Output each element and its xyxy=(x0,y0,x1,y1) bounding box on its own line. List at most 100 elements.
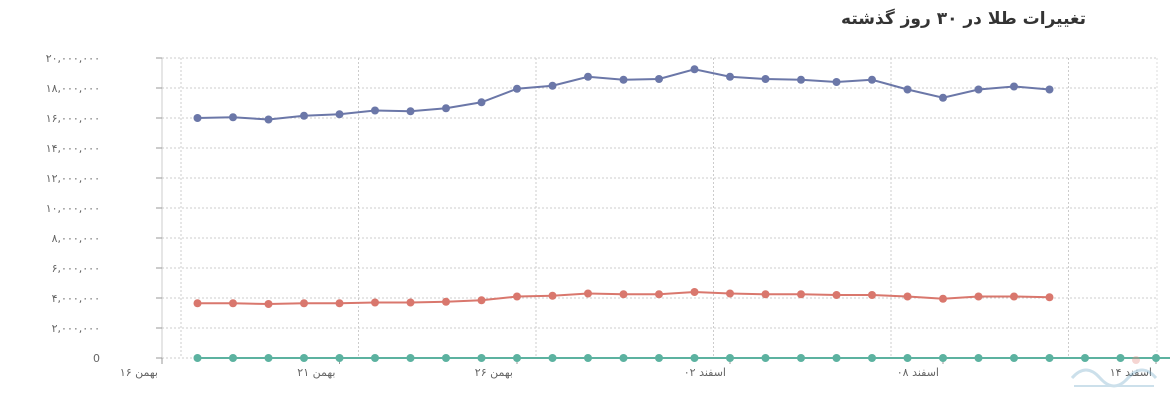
x-tick-label: ۲۱ بهمن xyxy=(297,366,335,379)
data-point[interactable] xyxy=(868,354,876,362)
data-point[interactable] xyxy=(939,354,947,362)
data-point[interactable] xyxy=(548,291,557,300)
data-point[interactable] xyxy=(974,354,983,362)
data-point[interactable] xyxy=(690,354,699,362)
data-point[interactable] xyxy=(513,84,521,93)
data-point[interactable] xyxy=(655,75,663,83)
data-point[interactable] xyxy=(584,354,592,362)
data-point[interactable] xyxy=(832,354,841,362)
data-point[interactable] xyxy=(335,354,344,362)
data-point[interactable] xyxy=(1045,293,1054,302)
chart-title: تغییرات طلا در ۳۰ روز گذشته xyxy=(841,9,1086,29)
data-point[interactable] xyxy=(300,354,308,362)
data-point[interactable] xyxy=(903,292,912,301)
data-point[interactable] xyxy=(1010,354,1018,362)
data-point[interactable] xyxy=(1116,354,1125,362)
data-point[interactable] xyxy=(477,296,486,305)
data-point[interactable] xyxy=(300,111,308,120)
data-point[interactable] xyxy=(619,290,628,299)
data-point[interactable] xyxy=(513,292,521,301)
data-point[interactable] xyxy=(690,65,699,74)
data-point[interactable] xyxy=(619,354,628,362)
y-tick-label: ۱۲,۰۰۰,۰۰۰ xyxy=(46,172,100,185)
data-point[interactable] xyxy=(797,354,805,362)
data-point[interactable] xyxy=(761,290,770,299)
data-point[interactable] xyxy=(939,294,947,303)
y-tick-label: ۶,۰۰۰,۰۰۰ xyxy=(52,262,100,275)
data-point[interactable] xyxy=(761,354,770,362)
data-point[interactable] xyxy=(619,75,628,84)
data-point[interactable] xyxy=(548,81,557,90)
data-point[interactable] xyxy=(1152,354,1160,362)
data-point[interactable] xyxy=(974,85,983,94)
data-point[interactable] xyxy=(371,106,379,115)
y-tick-label: ۱۸,۰۰۰,۰۰۰ xyxy=(46,82,100,95)
x-tick-label: ۰۸ اسفند xyxy=(897,366,939,379)
data-point[interactable] xyxy=(1010,292,1018,301)
data-point[interactable] xyxy=(335,110,344,119)
data-point[interactable] xyxy=(229,354,237,362)
data-point[interactable] xyxy=(477,354,486,362)
y-tick-label: ۱۰,۰۰۰,۰۰۰ xyxy=(46,202,100,215)
y-tick-label: ۱۴,۰۰۰,۰۰۰ xyxy=(46,142,100,155)
data-point[interactable] xyxy=(442,297,450,306)
y-tick-label: ۸,۰۰۰,۰۰۰ xyxy=(52,232,100,245)
y-tick-label: ۴,۰۰۰,۰۰۰ xyxy=(52,292,100,305)
data-point[interactable] xyxy=(797,75,805,84)
data-point[interactable] xyxy=(584,72,592,81)
data-point[interactable] xyxy=(655,290,663,299)
data-point[interactable] xyxy=(584,289,592,298)
data-point[interactable] xyxy=(868,75,876,84)
series-group xyxy=(193,65,1170,362)
watermark-logo-icon xyxy=(1070,356,1158,388)
data-point[interactable] xyxy=(406,354,415,362)
y-tick-label: ۲۰,۰۰۰,۰۰۰ xyxy=(46,52,100,65)
data-point[interactable] xyxy=(406,107,415,116)
y-tick-label: 0 xyxy=(93,352,100,365)
data-point[interactable] xyxy=(513,354,521,362)
data-point[interactable] xyxy=(442,104,450,113)
data-point[interactable] xyxy=(300,299,308,308)
data-point[interactable] xyxy=(1081,354,1089,362)
data-point[interactable] xyxy=(939,93,947,102)
data-point[interactable] xyxy=(1010,82,1018,91)
data-point[interactable] xyxy=(761,75,770,83)
data-point[interactable] xyxy=(335,299,344,308)
data-point[interactable] xyxy=(193,354,202,362)
data-point[interactable] xyxy=(868,291,876,299)
data-point[interactable] xyxy=(442,354,450,362)
data-point[interactable] xyxy=(1045,85,1054,94)
data-point[interactable] xyxy=(726,289,734,298)
data-point[interactable] xyxy=(477,98,486,107)
data-point[interactable] xyxy=(193,114,202,122)
data-point[interactable] xyxy=(548,354,557,362)
data-point[interactable] xyxy=(903,354,912,362)
data-point[interactable] xyxy=(229,113,237,122)
data-point[interactable] xyxy=(1045,354,1054,362)
data-point[interactable] xyxy=(264,115,273,124)
data-point[interactable] xyxy=(264,300,273,308)
x-tick-label: ۱۶ بهمن xyxy=(120,366,158,379)
data-point[interactable] xyxy=(371,354,379,362)
data-point[interactable] xyxy=(655,354,663,362)
data-point[interactable] xyxy=(832,78,841,86)
data-point[interactable] xyxy=(229,299,237,308)
x-axis-ticks: ۱۶ بهمن ۲۱ بهمن ۲۶ بهمن ۰۲ اسفند ۰۸ اسفند ۱۴ … xyxy=(120,358,1157,379)
data-point[interactable] xyxy=(797,290,805,299)
data-point[interactable] xyxy=(690,288,699,296)
data-point[interactable] xyxy=(903,85,912,94)
x-tick-label: ۰۲ اسفند xyxy=(684,366,726,379)
data-point[interactable] xyxy=(371,298,379,307)
data-point[interactable] xyxy=(974,292,983,301)
data-point[interactable] xyxy=(406,298,415,307)
y-tick-label: ۱۶,۰۰۰,۰۰۰ xyxy=(46,112,100,125)
data-point[interactable] xyxy=(726,72,734,81)
x-tick-label: ۲۶ بهمن xyxy=(475,366,513,379)
grid-lines xyxy=(161,57,1158,359)
data-point[interactable] xyxy=(726,354,734,362)
data-point[interactable] xyxy=(193,299,202,308)
x-tick-label: ۱۴ اسفند xyxy=(1110,366,1152,379)
data-point[interactable] xyxy=(832,291,841,299)
data-point[interactable] xyxy=(264,354,273,362)
